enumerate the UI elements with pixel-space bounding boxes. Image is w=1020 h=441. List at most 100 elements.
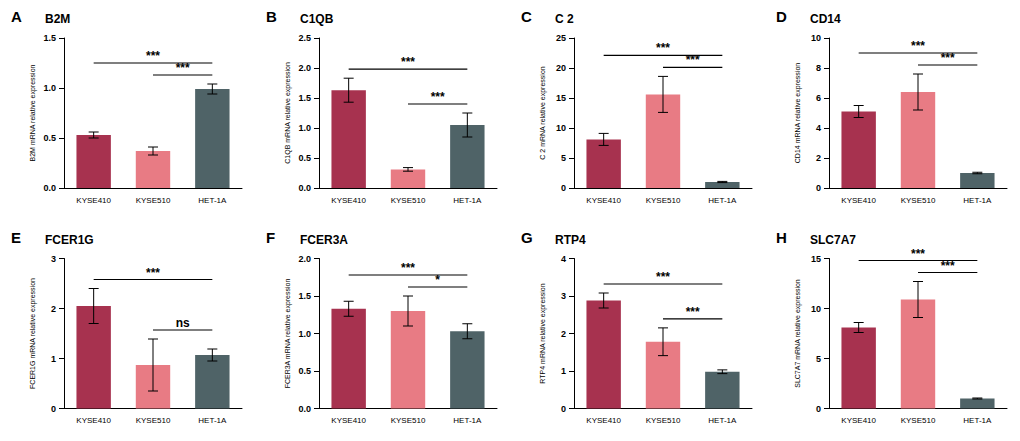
svg-text:***: *** [656, 270, 670, 284]
svg-text:HET-1A: HET-1A [708, 416, 737, 425]
svg-text:0: 0 [816, 404, 821, 414]
svg-text:2.0: 2.0 [298, 63, 311, 73]
svg-text:KYSE510: KYSE510 [391, 416, 426, 425]
svg-text:***: *** [941, 51, 955, 65]
svg-text:G: G [521, 229, 533, 246]
svg-text:C1QB: C1QB [300, 12, 334, 26]
svg-text:C 2 mRNA relative expression: C 2 mRNA relative expression [539, 66, 547, 159]
svg-text:HET-1A: HET-1A [198, 196, 227, 205]
svg-text:1.0: 1.0 [298, 123, 311, 133]
svg-text:***: *** [176, 61, 190, 75]
svg-text:KYSE510: KYSE510 [901, 416, 936, 425]
svg-text:3: 3 [561, 291, 566, 301]
svg-text:0: 0 [816, 183, 821, 193]
svg-text:B: B [266, 8, 277, 25]
svg-text:15: 15 [811, 254, 821, 264]
svg-text:10: 10 [811, 33, 821, 43]
svg-text:1: 1 [51, 354, 56, 364]
svg-text:KYSE510: KYSE510 [646, 196, 681, 205]
svg-text:4: 4 [561, 254, 566, 264]
svg-text:0: 0 [561, 404, 566, 414]
svg-text:HET-1A: HET-1A [198, 416, 227, 425]
svg-text:***: *** [911, 247, 925, 261]
svg-text:KYSE410: KYSE410 [331, 416, 366, 425]
svg-text:***: *** [686, 53, 700, 67]
svg-text:KYSE410: KYSE410 [331, 196, 366, 205]
svg-text:FCER3A: FCER3A [300, 233, 348, 247]
svg-text:0: 0 [561, 183, 566, 193]
svg-text:KYSE510: KYSE510 [901, 196, 936, 205]
svg-text:KYSE410: KYSE410 [76, 196, 111, 205]
svg-text:2: 2 [561, 329, 566, 339]
svg-text:SLC7A7 mRNA relative expressio: SLC7A7 mRNA relative expression [794, 279, 802, 388]
svg-text:KYSE510: KYSE510 [136, 196, 171, 205]
svg-text:0.5: 0.5 [298, 153, 311, 163]
svg-text:***: *** [431, 90, 445, 104]
svg-text:H: H [776, 229, 787, 246]
svg-text:***: *** [146, 266, 160, 280]
svg-text:10: 10 [556, 123, 566, 133]
svg-text:6: 6 [816, 93, 821, 103]
svg-text:***: *** [686, 305, 700, 319]
svg-text:ns: ns [176, 316, 190, 330]
svg-text:B2M: B2M [45, 12, 70, 26]
svg-text:KYSE510: KYSE510 [646, 416, 681, 425]
svg-text:C 2: C 2 [555, 12, 574, 26]
svg-text:HET-1A: HET-1A [708, 196, 737, 205]
svg-text:KYSE410: KYSE410 [586, 196, 621, 205]
svg-text:FCER3A mRNA relative expressio: FCER3A mRNA relative expression [284, 279, 292, 389]
svg-text:0.5: 0.5 [43, 133, 56, 143]
svg-text:1.0: 1.0 [43, 83, 56, 93]
svg-text:KYSE410: KYSE410 [841, 416, 876, 425]
svg-text:D: D [776, 8, 787, 25]
svg-text:0.0: 0.0 [43, 183, 56, 193]
svg-text:1.5: 1.5 [43, 33, 56, 43]
svg-text:CD14 mRNA relative expression: CD14 mRNA relative expression [794, 63, 802, 163]
svg-text:KYSE410: KYSE410 [76, 416, 111, 425]
svg-text:***: *** [146, 49, 160, 63]
svg-text:25: 25 [556, 33, 566, 43]
svg-text:1.0: 1.0 [298, 329, 311, 339]
svg-text:SLC7A7: SLC7A7 [810, 233, 856, 247]
svg-text:8: 8 [816, 63, 821, 73]
svg-text:10: 10 [811, 304, 821, 314]
svg-text:0.0: 0.0 [298, 404, 311, 414]
svg-text:HET-1A: HET-1A [453, 196, 482, 205]
svg-text:RTP4 mRNA relative expression: RTP4 mRNA relative expression [539, 283, 547, 383]
svg-text:***: *** [941, 259, 955, 273]
svg-text:2: 2 [51, 304, 56, 314]
svg-text:E: E [11, 229, 21, 246]
svg-text:0: 0 [51, 404, 56, 414]
svg-text:0.5: 0.5 [298, 366, 311, 376]
svg-text:F: F [266, 229, 275, 246]
svg-text:KYSE510: KYSE510 [136, 416, 171, 425]
svg-text:2: 2 [816, 153, 821, 163]
svg-text:C1QB mRNA relative expression: C1QB mRNA relative expression [284, 62, 292, 164]
svg-text:HET-1A: HET-1A [453, 416, 482, 425]
svg-text:RTP4: RTP4 [555, 233, 586, 247]
svg-text:15: 15 [556, 93, 566, 103]
svg-text:1: 1 [561, 366, 566, 376]
svg-text:2.0: 2.0 [298, 254, 311, 264]
svg-text:HET-1A: HET-1A [963, 196, 992, 205]
svg-text:HET-1A: HET-1A [963, 416, 992, 425]
svg-text:KYSE510: KYSE510 [391, 196, 426, 205]
svg-text:***: *** [401, 55, 415, 69]
svg-text:2.5: 2.5 [298, 33, 311, 43]
svg-text:1.5: 1.5 [298, 93, 311, 103]
svg-text:3: 3 [51, 254, 56, 264]
svg-text:20: 20 [556, 63, 566, 73]
svg-text:***: *** [656, 41, 670, 55]
svg-text:KYSE410: KYSE410 [586, 416, 621, 425]
svg-text:***: *** [401, 261, 415, 275]
svg-text:FCER1G mRNA relative expressio: FCER1G mRNA relative expression [29, 278, 37, 389]
svg-text:A: A [11, 8, 22, 25]
svg-text:*: * [435, 273, 440, 287]
svg-text:4: 4 [816, 123, 821, 133]
svg-text:B2M mRNA relative expression: B2M mRNA relative expression [29, 64, 37, 161]
svg-text:FCER1G: FCER1G [45, 233, 94, 247]
svg-text:CD14: CD14 [810, 12, 841, 26]
svg-text:0.0: 0.0 [298, 183, 311, 193]
svg-text:5: 5 [816, 354, 821, 364]
svg-text:1.5: 1.5 [298, 291, 311, 301]
